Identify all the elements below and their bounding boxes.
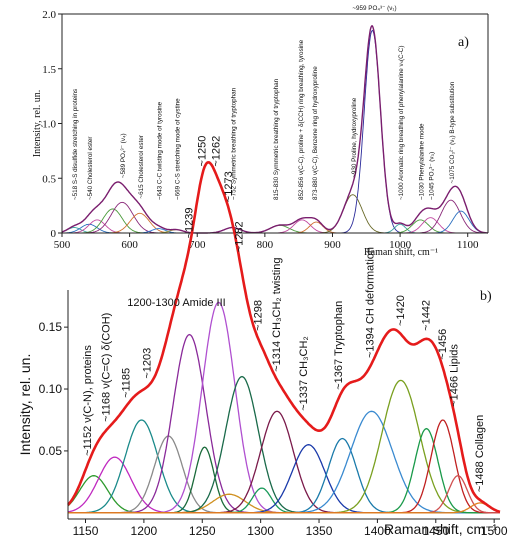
peak-annotation: ~1262 bbox=[210, 136, 222, 167]
x-tick-label: 1500 bbox=[481, 524, 508, 538]
y-tick-label: 0.5 bbox=[42, 173, 56, 185]
envelope-curve bbox=[61, 25, 488, 234]
peak-annotation: ~1314 CH₃CH₂ twisting bbox=[271, 258, 283, 372]
panel-b: 1150 1200 1250 1300 1350 1400 1450 1500 0.05 0.10… bbox=[17, 136, 508, 538]
y-tick-label: 0.05 bbox=[39, 444, 63, 458]
x-tick-label: 1300 bbox=[247, 524, 274, 538]
x-axis-title: Raman shift, cm⁻¹ bbox=[364, 247, 438, 258]
x-tick-label: 700 bbox=[189, 239, 206, 251]
peak-annotation: ~1282 bbox=[234, 221, 246, 252]
y-tick-label: 2.0 bbox=[42, 9, 56, 21]
peak-annotation: ~540 Cholesterol ester bbox=[87, 136, 94, 200]
band-curve-1442 bbox=[68, 427, 500, 514]
peak-annotation: ~1420 bbox=[395, 295, 407, 326]
peak-annotation: ~1273 bbox=[223, 171, 235, 202]
peak-annotation: ~1488 Collagen bbox=[474, 415, 486, 492]
panel-a: 500 600 700 800 900 1000 1100 0 0.5 1.0 1.5 2.0 Rama… bbox=[32, 5, 489, 258]
x-tick-label: 1150 bbox=[73, 524, 99, 538]
peak-annotation: ~1185 bbox=[120, 368, 132, 398]
x-tick-label: 800 bbox=[257, 239, 274, 251]
panel-label: b) bbox=[480, 289, 492, 304]
peak-annotation: ~1075 CO₃²⁻ (ν₁) B-type substitution bbox=[449, 81, 456, 183]
peak-annotation: ~1367 Tryptophan bbox=[333, 301, 345, 390]
peak-annotation: ~1203 bbox=[141, 348, 153, 379]
peak-annotation: ~1298 bbox=[252, 300, 264, 331]
band-curve-1420 bbox=[68, 379, 500, 514]
peak-annotation: ~1466 Lipids bbox=[448, 344, 460, 407]
band-curve-1045 bbox=[62, 217, 488, 234]
peak-annotation: 815-830 Symmetric breathing of tryptopha… bbox=[273, 78, 280, 200]
band-curve-1075 bbox=[62, 199, 488, 234]
peak-annotation: ~669 C-S stretching mode of cystine bbox=[174, 98, 181, 200]
x-tick-label: 1100 bbox=[457, 239, 479, 251]
peak-annotation: ~518 S-S disulfide stretching in protein… bbox=[72, 89, 79, 200]
peak-annotation: ~1000 Aromatic ring breathing of phenyla… bbox=[398, 46, 405, 200]
x-tick-label: 1400 bbox=[364, 524, 391, 538]
band-curve-1314 bbox=[68, 410, 500, 514]
x-tick-label: 1250 bbox=[189, 524, 216, 538]
band-curve-1488 bbox=[68, 502, 501, 514]
peak-annotation: ~752 Symmetric breathing of tryptophan bbox=[230, 87, 237, 200]
peak-annotation: 873-880 ν(C-C), Benzene ring of hydroxyp… bbox=[312, 66, 319, 200]
peak-annotation: ~1152 ν(C-N), proteins bbox=[82, 345, 94, 456]
band-curve-1198 bbox=[68, 419, 500, 514]
peak-annotation: ~1250 bbox=[196, 136, 208, 167]
peak-annotation: ~930 Proline, hydroxyproline bbox=[351, 97, 358, 177]
y-tick-label: 1.0 bbox=[42, 119, 56, 131]
x-tick-label: 1200 bbox=[131, 524, 158, 538]
y-tick-label: 0.10 bbox=[39, 382, 63, 396]
peak-annotation: ~1456 bbox=[437, 329, 449, 360]
y-axis-title: Intensity, rel. un. bbox=[17, 354, 33, 456]
peak-annotation: ~589 PO₄³⁻ (ν₄) bbox=[120, 133, 127, 178]
y-tick-label: 0.15 bbox=[39, 320, 63, 334]
peak-annotation: 852-856 ν(C-C), proline + δ(CCH) ring br… bbox=[298, 39, 305, 200]
band-curve-1175 bbox=[67, 456, 500, 514]
band-curve-1341 bbox=[68, 444, 500, 514]
y-tick-label: 0 bbox=[51, 228, 57, 240]
x-tick-label: 1450 bbox=[422, 524, 449, 538]
peak-annotation: ~1030 Phenylalanine mode bbox=[418, 123, 425, 200]
y-axis-title: Intensity, rel. un. bbox=[32, 90, 43, 157]
peak-annotation: ~1239 bbox=[183, 207, 195, 238]
x-tick-label: 600 bbox=[121, 239, 138, 251]
x-tick-label: 900 bbox=[324, 239, 341, 251]
peak-annotation: ~1442 bbox=[420, 300, 432, 331]
peak-annotation: ~1394 CH deformation bbox=[364, 247, 376, 358]
band-curve-1239 bbox=[68, 333, 500, 514]
band-curve-1252 bbox=[68, 446, 500, 514]
panel-label: a) bbox=[458, 35, 469, 50]
peak-annotation: ~1168 ν(C=C) δ(COH) bbox=[101, 313, 113, 422]
peak-annotation: ~1337 CH₃CH₂ bbox=[298, 336, 310, 410]
envelope-curve bbox=[67, 160, 501, 514]
peak-annotation: ~643 C-C twisting mode of tyrosine bbox=[157, 101, 164, 200]
x-tick-label: 500 bbox=[54, 239, 71, 251]
band-curve-589 bbox=[62, 201, 488, 234]
band-curve-1395 bbox=[68, 410, 500, 514]
peak-annotation: ~615 Cholesterol ester bbox=[138, 135, 145, 199]
peak-annotation: ~1045 PO₄³⁻ (ν₃) bbox=[429, 152, 436, 200]
x-tick-label: 1000 bbox=[389, 239, 412, 251]
amide-group-label: 1200-1300 Amide III bbox=[127, 297, 225, 309]
y-tick-label: 1.5 bbox=[42, 64, 56, 76]
x-axis-title: Raman shift, cm⁻¹ bbox=[384, 521, 498, 537]
top-peak-label: ~959 PO₄³⁻ (ν₁) bbox=[352, 5, 396, 12]
x-tick-label: 1350 bbox=[306, 524, 333, 538]
